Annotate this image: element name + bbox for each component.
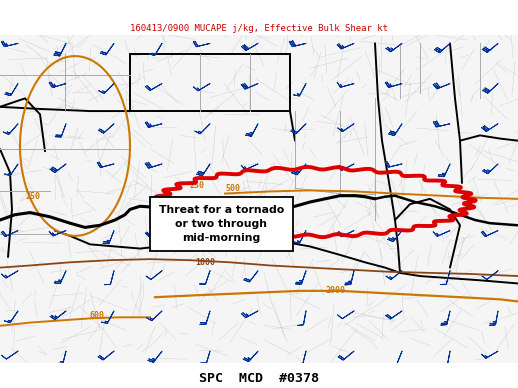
Text: SPC  MCD  #0378: SPC MCD #0378 [199,372,319,385]
Text: 160413/0900 MUCAPE j/kg, Effective Bulk Shear kt: 160413/0900 MUCAPE j/kg, Effective Bulk … [130,24,388,33]
Text: 250: 250 [190,181,205,190]
Text: 600: 600 [90,311,105,320]
Text: Threat for a tornado
or two through
mid-morning: Threat for a tornado or two through mid-… [159,205,284,243]
Text: 500: 500 [225,184,240,194]
Text: 250: 250 [25,192,40,201]
Text: 2000: 2000 [325,286,345,295]
Text: 1000: 1000 [195,258,215,267]
FancyBboxPatch shape [150,197,293,251]
